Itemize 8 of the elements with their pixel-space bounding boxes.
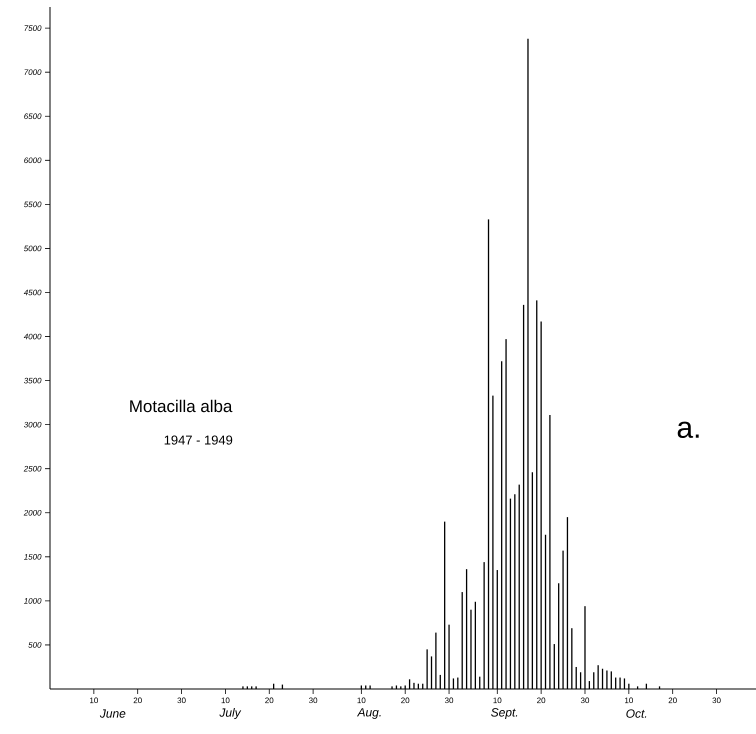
text: July <box>219 708 242 720</box>
annotation: a. <box>678 422 699 438</box>
text: June <box>100 709 126 718</box>
text: Sept. <box>491 708 518 719</box>
text: Aug. <box>356 708 381 719</box>
annotation: 1947 - 1949 <box>164 435 232 445</box>
text: Oct. <box>626 709 646 718</box>
annotation: Motacilla alba <box>130 400 232 412</box>
